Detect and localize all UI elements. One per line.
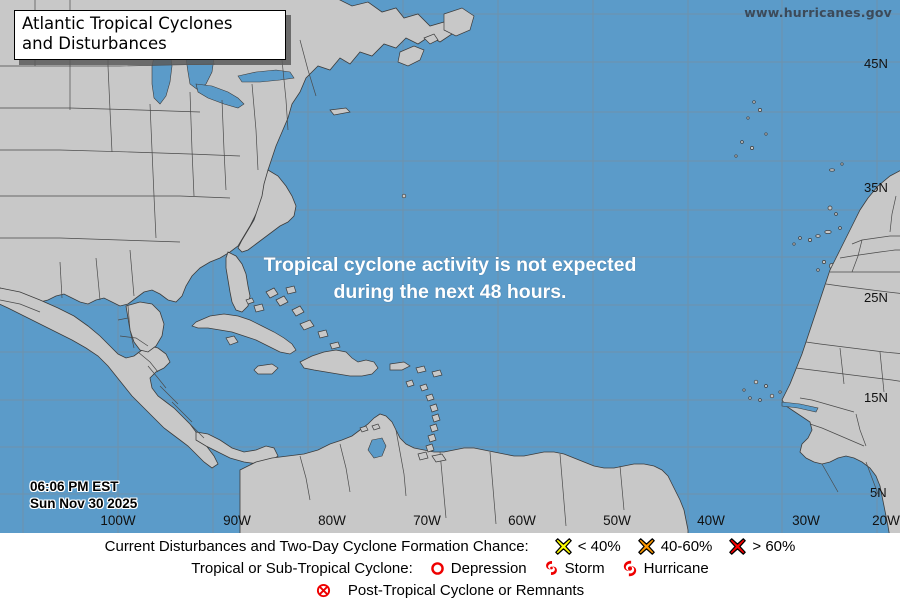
x-mark-red-icon (729, 537, 747, 555)
latitude-label: 5N (870, 485, 887, 500)
site-url-watermark[interactable]: www.hurricanes.gov (744, 5, 892, 20)
longitude-label: 20W (872, 513, 900, 528)
legend-label-storm: Storm (564, 559, 605, 577)
graphic-title-line-1: Atlantic Tropical Cyclones (22, 14, 233, 33)
x-mark-orange-icon (637, 537, 655, 555)
graphic-title-line-2: and Disturbances (22, 34, 167, 53)
madeira-islands (829, 162, 844, 172)
south-america-borders (299, 429, 625, 527)
graphic-title-box: Atlantic Tropical Cyclones and Disturban… (14, 10, 286, 60)
legend-item-storm[interactable]: Storm (544, 560, 605, 577)
legend-label-post-tropical: Post-Tropical Cyclone or Remnants (347, 581, 585, 599)
longitude-label: 80W (318, 513, 346, 528)
latitude-label: 45N (864, 56, 888, 71)
legend-label-hurricane: Hurricane (643, 559, 709, 577)
issuance-time: 06:06 PM EST (30, 479, 119, 494)
legend-row-cyclone-types: Tropical or Sub-Tropical Cyclone: Depres… (0, 557, 900, 579)
legend-label-chance-medium: 40-60% (660, 537, 713, 555)
longitude-label: 30W (792, 513, 820, 528)
caribbean-islands (191, 285, 447, 463)
legend-item-chance-low[interactable]: < 40% (554, 537, 621, 555)
legend-item-post-tropical[interactable]: Post-Tropical Cyclone or Remnants (316, 582, 584, 599)
legend-item-chance-medium[interactable]: 40-60% (637, 537, 713, 555)
legend-cyclone-type-label: Tropical or Sub-Tropical Cyclone: (191, 559, 413, 577)
legend-label-depression: Depression (450, 559, 527, 577)
longitude-label: 50W (603, 513, 631, 528)
issuance-timestamp: 06:06 PM EST Sun Nov 30 2025 (30, 478, 137, 512)
central-america-borders (0, 299, 205, 439)
depression-circle-icon (430, 561, 445, 576)
longitude-label: 100W (100, 513, 136, 528)
north-america-landmass (0, 0, 475, 313)
legend-formation-chance-label: Current Disturbances and Two-Day Cyclone… (104, 537, 529, 555)
longitude-label: 70W (413, 513, 441, 528)
west-africa-landmass (746, 100, 900, 533)
map-canvas: .land { fill:#c8c8c8; stroke:#3c3c3c; st… (0, 0, 900, 533)
legend-item-hurricane[interactable]: Hurricane (622, 560, 709, 577)
canary-islands (792, 226, 842, 246)
map-legend: Current Disturbances and Two-Day Cyclone… (0, 533, 900, 601)
latitude-label: 25N (864, 290, 888, 305)
longitude-label: 90W (223, 513, 251, 528)
south-america-landmass (239, 413, 689, 533)
legend-label-chance-high: > 60% (752, 537, 796, 555)
issuance-date: Sun Nov 30 2025 (30, 496, 138, 511)
legend-item-chance-high[interactable]: > 60% (729, 538, 795, 555)
legend-label-chance-low: < 40% (577, 537, 621, 555)
legend-row-post-tropical: Post-Tropical Cyclone or Remnants (0, 579, 900, 601)
hurricane-spiral-icon (622, 560, 638, 577)
latitude-label: 15N (864, 390, 888, 405)
africa-borders (795, 195, 900, 495)
legend-item-depression[interactable]: Depression (430, 560, 527, 577)
longitude-label: 60W (508, 513, 536, 528)
post-tropical-icon (316, 583, 331, 598)
storm-spiral-icon (544, 560, 559, 576)
atlantic-basin-map[interactable]: .land { fill:#c8c8c8; stroke:#3c3c3c; st… (0, 0, 900, 533)
azores-islands (746, 100, 762, 120)
x-mark-yellow-icon (554, 537, 572, 555)
central-america-landmass (0, 287, 279, 469)
latitude-label: 35N (864, 180, 888, 195)
longitude-label: 40W (697, 513, 725, 528)
legend-row-formation-chance: Current Disturbances and Two-Day Cyclone… (0, 535, 900, 557)
